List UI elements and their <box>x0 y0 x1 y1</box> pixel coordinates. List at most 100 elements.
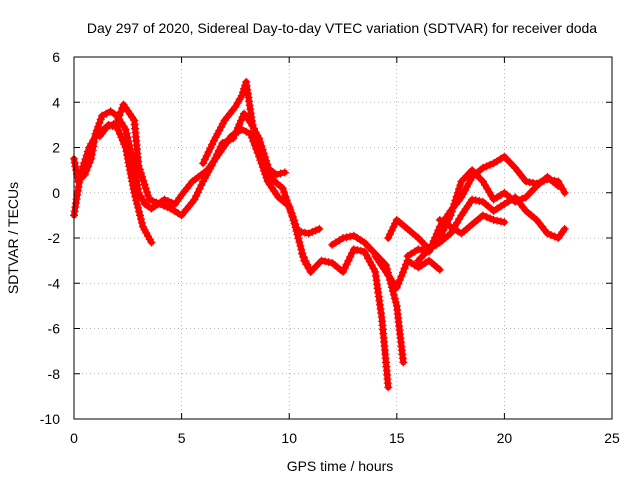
data-point <box>303 260 312 269</box>
data-point <box>120 140 129 149</box>
plot-area <box>70 77 569 392</box>
data-point <box>453 188 462 197</box>
data-point <box>550 232 559 241</box>
data-point <box>260 153 268 162</box>
data-point <box>122 129 131 138</box>
data-point <box>123 154 132 163</box>
data-point <box>124 158 133 167</box>
data-point <box>115 111 124 120</box>
data-point <box>213 129 222 138</box>
data-point <box>133 200 142 209</box>
data-point <box>272 170 281 179</box>
data-point <box>456 181 465 190</box>
data-point <box>295 238 304 247</box>
data-point <box>95 119 104 128</box>
data-point <box>128 181 137 190</box>
data-point <box>391 219 400 228</box>
data-point <box>211 154 220 163</box>
data-point <box>291 223 300 232</box>
data-point <box>76 170 85 179</box>
data-point <box>346 232 355 241</box>
data-point <box>213 150 222 159</box>
data-point <box>80 159 89 167</box>
x-tick-label: 5 <box>178 430 186 446</box>
data-point <box>439 226 448 235</box>
data-point <box>218 119 227 128</box>
data-point <box>135 165 144 174</box>
y-tick-label: 0 <box>52 185 60 201</box>
data-point <box>435 234 444 242</box>
data-point <box>315 224 324 233</box>
data-point <box>493 216 502 225</box>
data-point <box>252 131 261 140</box>
data-point <box>475 197 484 205</box>
data-point <box>311 226 320 235</box>
y-axis-label: SDTVAR / TECUs <box>5 182 21 294</box>
y-tick-label: 6 <box>52 49 60 65</box>
data-point <box>242 127 251 136</box>
data-point <box>136 211 144 220</box>
data-point <box>217 123 226 132</box>
data-point <box>116 107 125 116</box>
data-point <box>214 146 223 155</box>
data-point <box>285 204 294 212</box>
data-point <box>478 211 487 220</box>
data-point <box>130 188 139 197</box>
data-point <box>321 257 330 266</box>
data-point <box>134 203 143 212</box>
data-point <box>450 200 459 209</box>
data-point <box>261 156 270 165</box>
data-point <box>464 179 473 188</box>
data-point <box>554 182 563 190</box>
data-point <box>398 268 407 277</box>
data-point <box>365 257 374 266</box>
data-point <box>449 203 457 212</box>
data-point <box>251 128 260 137</box>
data-point <box>104 120 113 129</box>
data-point <box>131 192 140 201</box>
data-point <box>521 177 530 186</box>
x-tick-label: 10 <box>281 430 297 446</box>
y-tick-label: -6 <box>48 321 61 337</box>
data-point <box>466 176 475 185</box>
data-point <box>75 178 84 187</box>
data-point <box>258 149 267 158</box>
y-tick-label: -4 <box>48 275 61 291</box>
data-point <box>238 88 247 97</box>
tick-labels: 0 5 10 15 20 25 -10 -8 -6 -4 -2 0 2 4 6 <box>40 49 620 446</box>
data-point <box>190 195 199 204</box>
data-point <box>276 169 285 178</box>
data-point <box>195 184 204 193</box>
data-point <box>511 197 520 206</box>
data-point <box>215 126 224 135</box>
data-point <box>83 147 92 156</box>
data-point <box>200 155 209 164</box>
data-point <box>482 162 491 171</box>
data-point <box>289 215 298 224</box>
plot-frame <box>73 56 613 420</box>
data-point <box>468 195 477 204</box>
data-point <box>317 256 326 265</box>
data-point <box>114 126 123 135</box>
data-point <box>444 215 453 224</box>
data-point <box>236 116 245 125</box>
data-point <box>278 184 287 193</box>
data-point <box>98 111 106 120</box>
data-point <box>301 257 310 266</box>
grid <box>74 57 612 419</box>
data-point <box>301 228 309 237</box>
data-point <box>121 143 130 152</box>
data-point <box>94 122 103 131</box>
data-point <box>125 162 134 171</box>
data-point <box>543 229 552 238</box>
data-point <box>70 158 79 167</box>
data-point <box>288 211 297 220</box>
data-point <box>145 195 154 204</box>
data-point <box>206 144 215 153</box>
data-point <box>152 198 161 207</box>
data-point <box>117 133 126 142</box>
data-point <box>144 191 153 200</box>
data-point <box>129 185 138 193</box>
data-point <box>257 146 266 155</box>
